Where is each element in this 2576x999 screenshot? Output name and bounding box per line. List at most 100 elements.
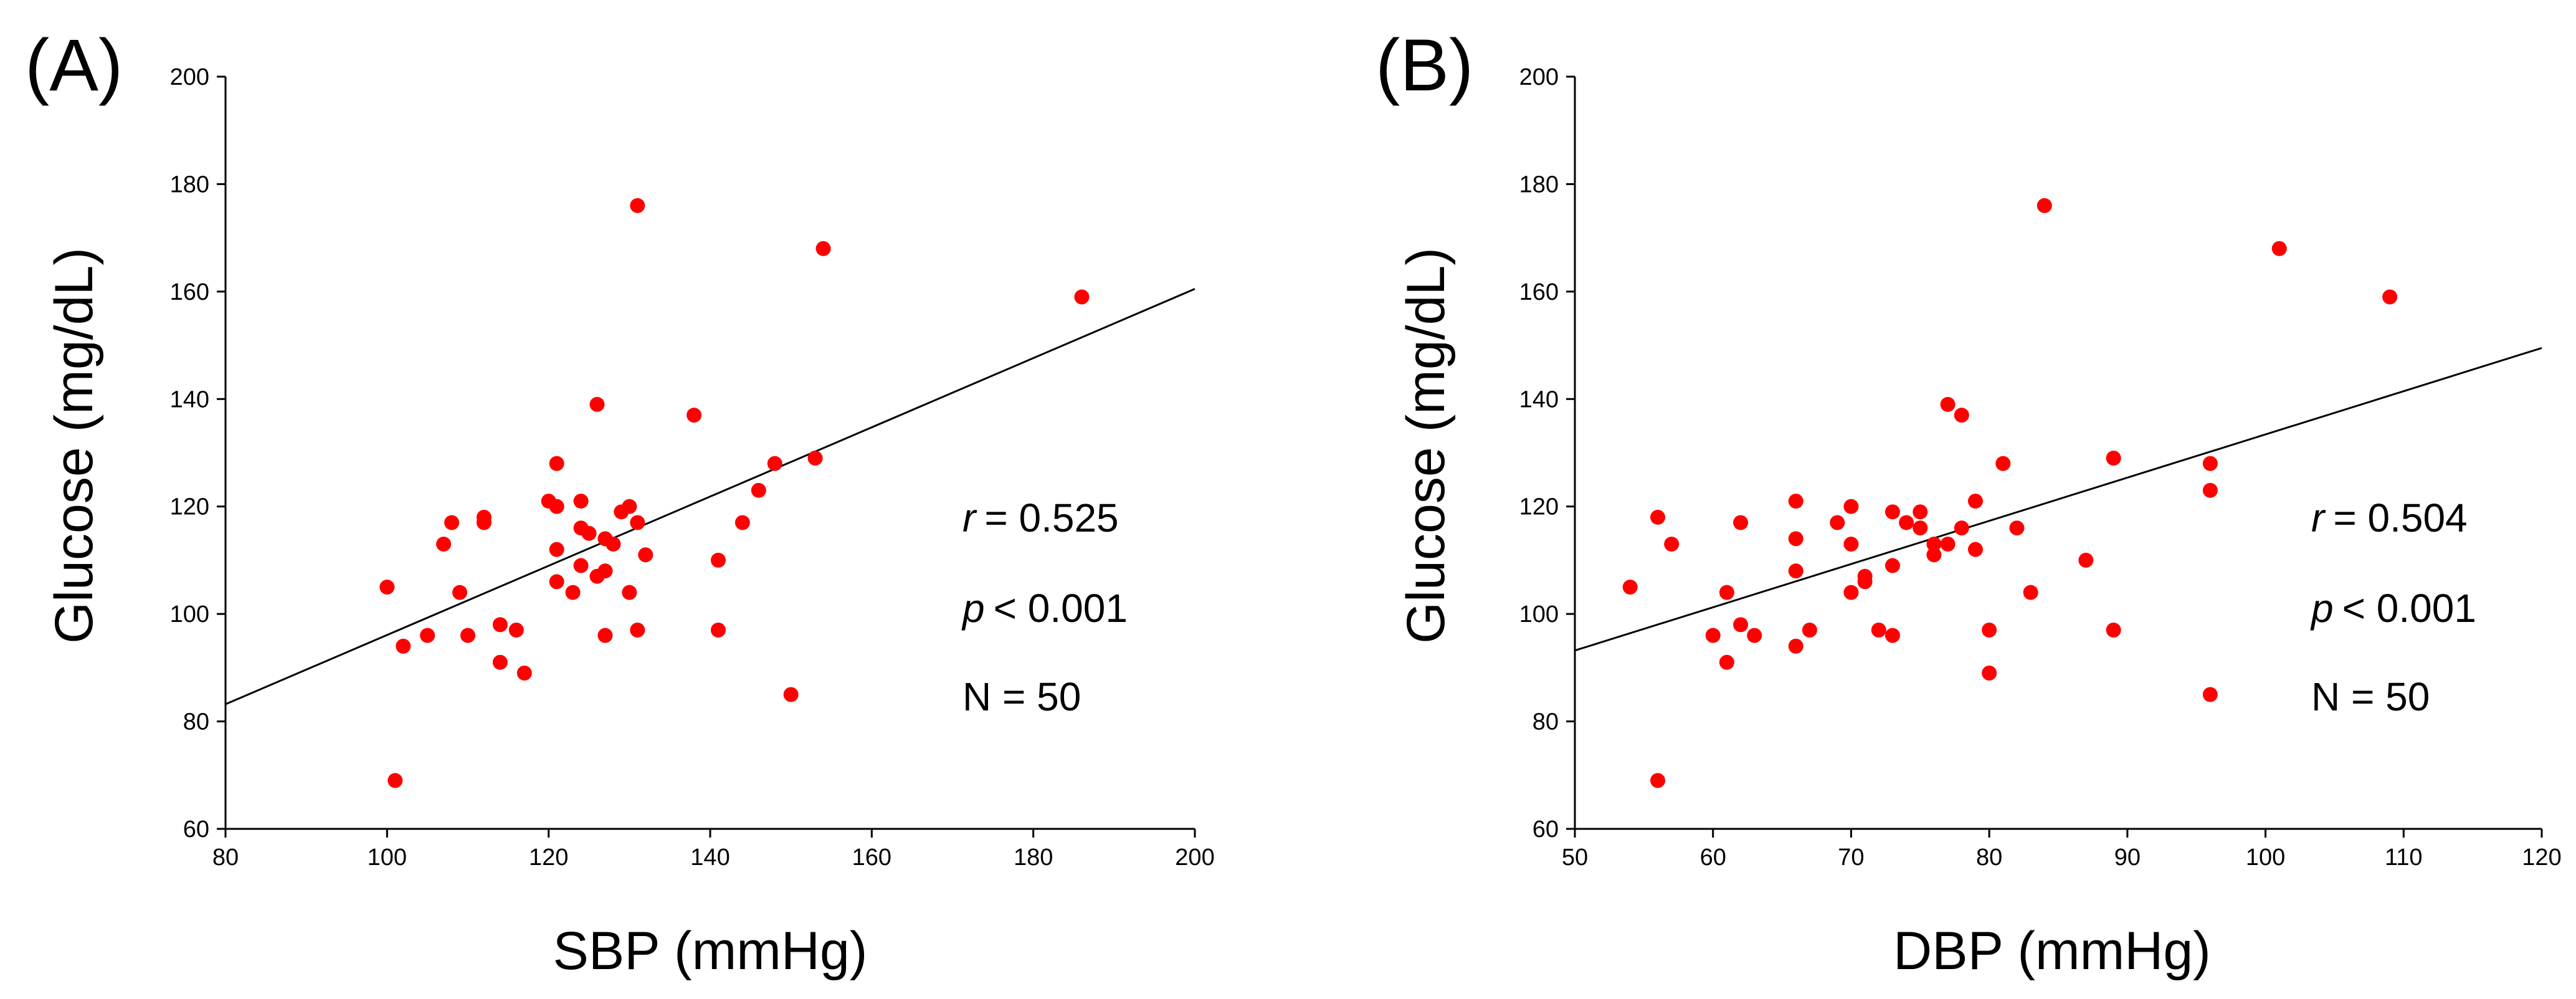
panel-a-data-point [420,628,435,643]
panel-b-p-stat: p < 0.001 [2310,586,2476,631]
panel-b-data-point [1843,499,1859,514]
panel-b-data-point [2078,552,2094,568]
panel-b-regression-line [1574,347,2542,652]
panel-a-y-tick-label: 200 [170,64,209,90]
panel-b-x-tick-label: 110 [2385,844,2423,871]
panel-a-scatter-plot: (A) 80 100 120 140 160 180 2006080100120140160… [25,24,1215,981]
panel-b-data-point [2106,451,2121,466]
panel-b-x-tick-label: 100 [2246,844,2285,871]
panel-b-data-point [1830,515,1845,530]
panel-a-n-stat: N = 50 [962,674,1081,719]
panel-b-y-tick-label: 200 [1519,64,1559,90]
panel-a-y-axis-title: Glucose (mg/dL) [44,247,104,644]
panel-b-x-axis-title: DBP (mmHg) [1893,921,2211,981]
panel-b-data-point [1954,520,1969,536]
panel-a-data-point [387,773,403,788]
panel-a-p-label: p [961,586,985,631]
panel-a-y-tick-label: 60 [183,816,209,843]
panel-a-data-point [630,623,645,638]
panel-b-data-point [1802,623,1817,638]
panel-b-data-point [1705,628,1721,643]
panel-a-data-point [444,515,460,530]
panel-a-x-tick-label: 200 [1175,844,1214,871]
panel-a-data-point [492,617,508,633]
panel-b-y-tick-label: 140 [1519,386,1559,413]
panel-b-p-value: < 0.001 [2342,586,2476,631]
panel-a-y-tick-label: 80 [183,709,209,735]
panel-b-r-stat: r = 0.504 [2311,495,2468,540]
panel-a-data-point [767,456,782,471]
panel-a-data-point [492,654,508,670]
panel-b-data-point [1967,494,1983,509]
panel-b-y-tick-label: 160 [1519,279,1559,305]
panel-b-y-axis-title: Glucose (mg/dL) [1396,247,1456,644]
panel-a-data-point [452,585,468,600]
panel-b-data-point [1926,547,1942,563]
panel-b-data-point [1940,396,1956,412]
panel-a-data-point [751,482,766,498]
panel-b-data-point [1954,408,1969,423]
panel-b-y-tick-label: 120 [1519,494,1559,520]
panel-a-y-tick-label: 140 [170,386,209,413]
panel-b-data-point [1913,520,1928,536]
panel-b-x-tick-label: 70 [1838,844,1864,871]
panel-a-data-point [573,558,589,573]
panel-b-data-point [1788,638,1804,654]
panel-b-plot-area: 50 60 70 80 90 100 110 120608010012014016018020… [1519,64,2562,871]
panel-b-p-label: p [2310,586,2334,631]
panel-a-plot-area: 80 100 120 140 160 180 20060801001201401601802… [170,64,1215,871]
panel-a-p-value: < 0.001 [994,586,1128,631]
panel-a-data-point [460,628,475,643]
panel-a-x-tick-label: 140 [690,844,730,871]
panel-b-data-point [1995,456,2011,471]
panel-b-y-tick-label: 100 [1519,601,1559,628]
panel-b-data-point [1982,665,1997,681]
panel-a-data-point [589,396,605,412]
panel-b-y-tick-label: 180 [1519,171,1559,198]
panel-b-data-point [1843,585,1859,600]
panel-a-data-point [638,547,654,563]
panel-b-data-point [1843,537,1859,552]
panel-a-data-point [396,638,411,654]
panel-b-data-point [2106,623,2121,638]
panel-a-r-stat: r = 0.525 [962,495,1119,540]
panel-a-data-point [549,542,564,557]
panel-b-y-tick-label: 80 [1533,709,1559,735]
panel-a-data-point [565,585,581,600]
panel-b-data-point [1884,504,1900,520]
panel-a-data-point [1074,289,1090,305]
panel-a-data-point [734,515,750,530]
panel-a-x-tick-label: 100 [368,844,407,871]
panel-a-data-point [597,628,613,643]
panel-b-r-label: r [2311,495,2326,540]
panel-a-data-point [516,665,532,681]
panel-b-data-point [1884,558,1900,573]
panel-a-data-point [508,623,524,638]
panel-b-data-point [2202,482,2218,498]
panel-b-x-tick-label: 120 [2522,844,2561,871]
panel-a-x-tick-label: 180 [1014,844,1053,871]
panel-b-data-point [1664,537,1680,552]
panel-b-data-point [1940,537,1956,552]
panel-b-x-tick-label: 60 [1700,844,1726,871]
panel-b-data-point [1719,654,1734,670]
panel-b-data-point [1733,617,1749,633]
panel-b-data-point [1857,574,1873,590]
panel-a-data-point [549,499,564,514]
panel-b-data-point [2023,585,2038,600]
panel-b-data-point [1650,773,1666,788]
panel-a-data-point [622,499,637,514]
panel-b-data-point [1913,504,1928,520]
panel-b-data-point [1884,628,1900,643]
panel-a-x-axis-title: SBP (mmHg) [553,921,868,981]
panel-b-data-point [2037,198,2052,213]
panel-a-data-point [549,456,564,471]
panel-a-x-tick-label: 80 [212,844,239,871]
panel-b-data-point [1899,515,1914,530]
panel-a-regression-line [225,288,1195,705]
panel-a-y-tick-label: 160 [170,279,209,305]
panel-b-data-point [2202,456,2218,471]
panel-b-r-value: = 0.504 [2333,495,2467,540]
panel-b-data-point [1926,537,1942,552]
